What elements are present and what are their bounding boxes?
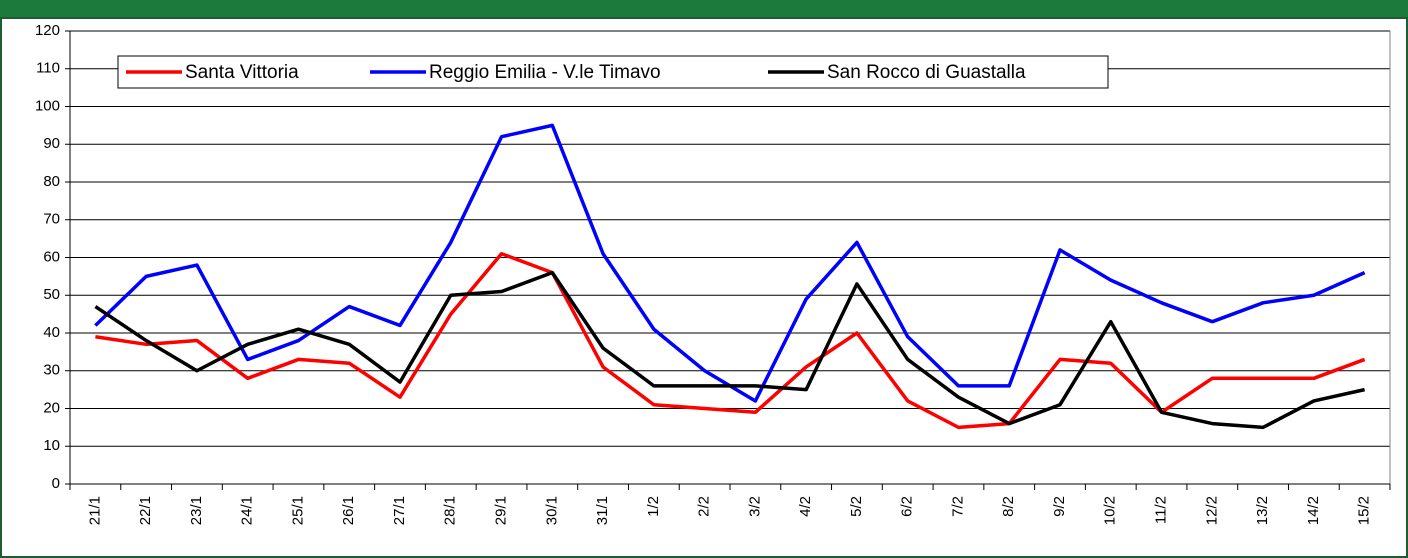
x-tick-label: 23/1 — [188, 496, 205, 525]
y-tick-label: 40 — [43, 324, 60, 341]
y-tick-label: 120 — [35, 22, 60, 39]
y-tick-label: 0 — [52, 475, 60, 492]
legend-label: San Rocco di Guastalla — [827, 62, 1026, 83]
chart-frame — [0, 17, 1408, 558]
x-tick-label: 24/1 — [239, 496, 256, 525]
y-tick-label: 90 — [43, 135, 60, 152]
y-tick-label: 50 — [43, 286, 60, 303]
y-tick-label: 80 — [43, 173, 60, 190]
x-tick-label: 5/2 — [848, 496, 865, 517]
x-tick-label: 31/1 — [594, 496, 611, 525]
legend-box — [117, 55, 1109, 89]
x-tick-label: 10/2 — [1102, 496, 1119, 525]
x-tick-label: 6/2 — [899, 496, 916, 517]
x-tick-label: 25/1 — [289, 496, 306, 525]
x-tick-label: 4/2 — [797, 496, 814, 517]
y-tick-label: 70 — [43, 211, 60, 228]
x-tick-label: 11/2 — [1153, 496, 1170, 524]
x-tick-label: 27/1 — [391, 496, 408, 525]
y-tick-label: 10 — [43, 437, 60, 454]
x-tick-label: 1/2 — [645, 496, 662, 517]
y-tick-label: 100 — [35, 97, 60, 114]
y-tick-label: 20 — [43, 399, 60, 416]
line-series — [94, 270, 1365, 430]
legend-label: Santa Vittoria — [185, 62, 299, 83]
y-tick-label: 60 — [43, 248, 60, 265]
x-tick-label: 26/1 — [340, 496, 357, 525]
y-tick-label: 30 — [43, 362, 60, 379]
x-tick-label: 30/1 — [543, 496, 560, 525]
x-tick-label: 7/2 — [949, 496, 966, 517]
x-tick-label: 12/2 — [1203, 496, 1220, 525]
line-series — [95, 251, 1366, 430]
legend-label: Reggio Emilia - V.le Timavo — [429, 62, 661, 83]
x-tick-label: 15/2 — [1356, 496, 1373, 525]
x-tick-label: 13/2 — [1254, 496, 1271, 525]
header-strip — [0, 0, 1408, 20]
x-tick-label: 28/1 — [442, 496, 459, 525]
x-tick-label: 22/1 — [137, 496, 154, 525]
x-tick-label: 2/2 — [696, 496, 713, 517]
x-tick-label: 29/1 — [493, 496, 510, 525]
x-tick-label: 14/2 — [1305, 496, 1322, 525]
y-tick-label: 110 — [36, 60, 60, 77]
x-tick-label: 8/2 — [1000, 496, 1017, 517]
x-tick-label: 21/1 — [86, 496, 103, 525]
x-tick-label: 3/2 — [746, 496, 763, 517]
x-tick-label: 9/2 — [1051, 496, 1068, 517]
